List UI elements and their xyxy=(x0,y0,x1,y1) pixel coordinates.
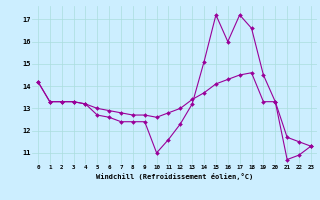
X-axis label: Windchill (Refroidissement éolien,°C): Windchill (Refroidissement éolien,°C) xyxy=(96,173,253,180)
